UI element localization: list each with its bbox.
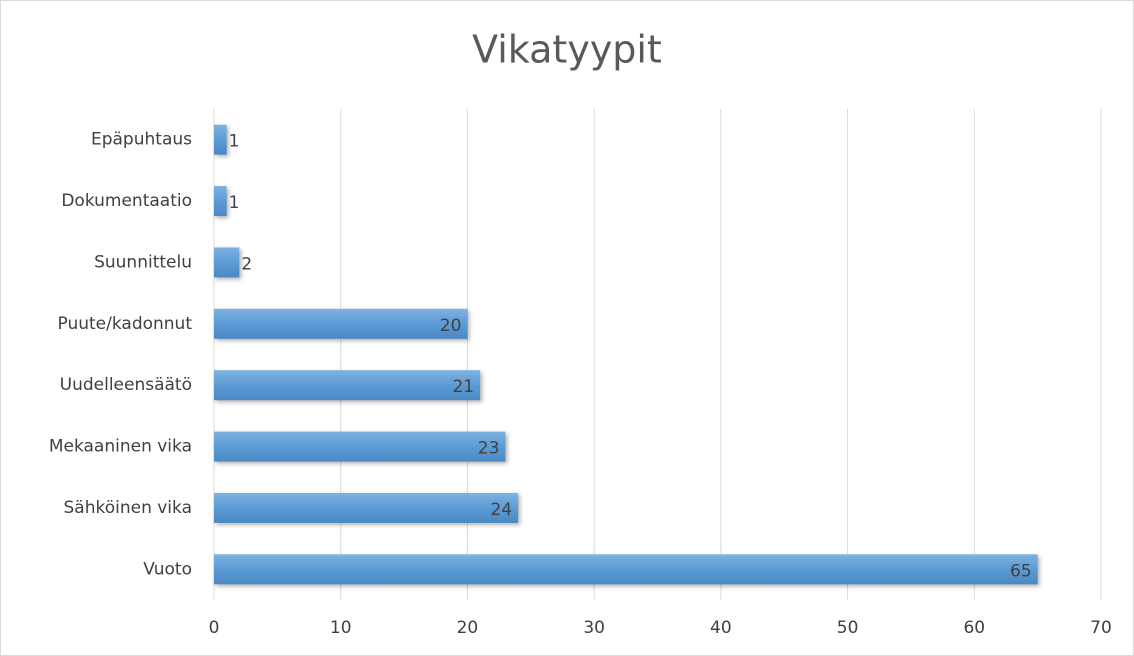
y-tick-label: Mekaaninen vika	[49, 437, 192, 457]
x-tick-label: 40	[710, 618, 732, 638]
data-label: 21	[452, 377, 474, 397]
data-label: 1	[229, 193, 240, 213]
data-label: 23	[478, 439, 500, 459]
y-tick-label: Puute/kadonnut	[58, 314, 193, 334]
bar	[214, 186, 227, 217]
bar	[214, 308, 468, 339]
bar	[214, 370, 481, 401]
y-tick-label: Vuoto	[143, 559, 192, 579]
x-tick-label: 20	[457, 618, 479, 638]
x-tick-label: 50	[837, 618, 859, 638]
bar	[214, 492, 519, 523]
x-tick-label: 60	[963, 618, 985, 638]
y-tick-label: Epäpuhtaus	[91, 130, 192, 150]
x-tick-label: 0	[209, 618, 220, 638]
data-label: 65	[1010, 561, 1032, 581]
y-tick-label: Dokumentaatio	[61, 191, 192, 211]
bar	[214, 124, 227, 155]
chart-title: Vikatyypit	[472, 28, 662, 72]
bar	[214, 247, 240, 278]
y-tick-label: Suunnittelu	[94, 252, 192, 272]
y-tick-label: Sähköinen vika	[63, 498, 192, 518]
data-label: 24	[490, 500, 512, 520]
data-label: 1	[229, 132, 240, 152]
x-tick-label: 10	[330, 618, 352, 638]
data-label: 20	[440, 316, 462, 336]
y-tick-label: Uudelleensäätö	[60, 375, 192, 395]
x-tick-label: 70	[1090, 618, 1112, 638]
bar	[214, 431, 506, 462]
data-label: 2	[241, 254, 252, 274]
bar	[214, 554, 1038, 585]
x-tick-label: 30	[583, 618, 605, 638]
